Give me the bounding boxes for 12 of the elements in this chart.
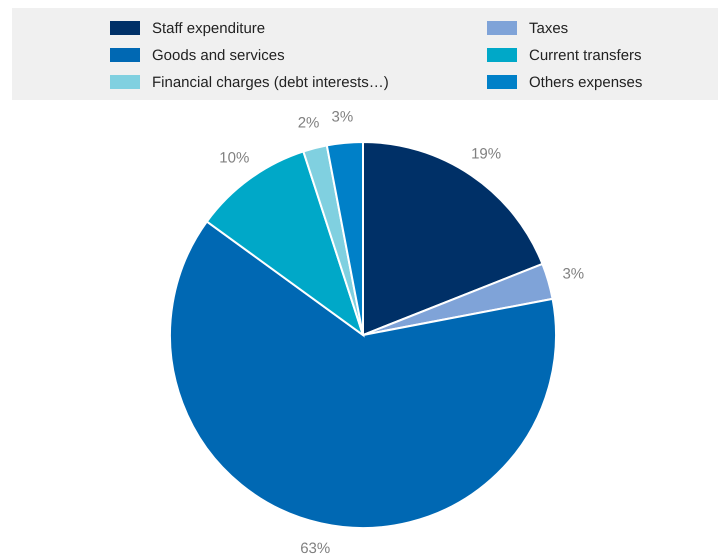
- legend-label: Others expenses: [529, 74, 642, 91]
- data-label: 2%: [298, 114, 320, 132]
- legend-label: Goods and services: [152, 47, 285, 64]
- legend-label: Financial charges (debt interests…): [152, 74, 389, 91]
- legend-label: Taxes: [529, 20, 568, 37]
- data-label: 19%: [471, 145, 502, 162]
- data-label: 3%: [332, 108, 354, 126]
- legend-label: Current transfers: [529, 47, 642, 64]
- data-label: 3%: [562, 265, 584, 282]
- legend-label: Staff expenditure: [152, 20, 266, 37]
- data-label: 63%: [300, 540, 330, 555]
- data-label: 10%: [219, 149, 250, 166]
